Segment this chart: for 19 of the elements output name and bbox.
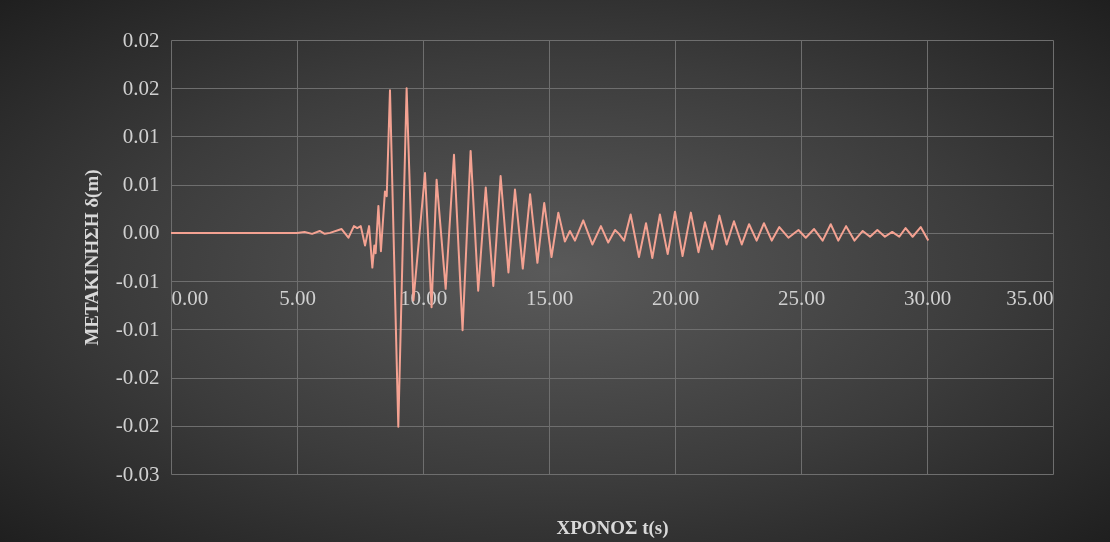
y-axis-title: ΜΕΤΑΚΙΝΗΣΗ δ(m)	[80, 169, 103, 346]
y-tick-label: 0.01	[122, 172, 160, 197]
y-tick-label: -0.01	[115, 316, 160, 341]
y-tick-label: -0.02	[115, 365, 160, 390]
y-tick-label: 0.01	[122, 123, 160, 148]
x-tick-label: 15.00	[525, 285, 574, 310]
x-tick-label: 5.00	[279, 285, 316, 310]
x-axis-title: ΧΡΟΝΟΣ t(s)	[556, 516, 669, 539]
y-tick-label: 0.00	[122, 220, 160, 245]
y-tick-label: 0.02	[122, 27, 160, 52]
y-tick-label: -0.02	[115, 413, 160, 438]
x-tick-label: 35.00	[1006, 285, 1054, 310]
x-tick-label: 30.00	[903, 285, 952, 310]
y-tick-label: -0.01	[115, 268, 160, 293]
x-tick-label: 25.00	[777, 285, 826, 310]
x-tick-label: 20.00	[651, 285, 700, 310]
x-tick-label: 0.00	[171, 285, 209, 310]
y-tick-label: -0.03	[115, 461, 160, 486]
y-tick-label: 0.02	[122, 75, 160, 100]
